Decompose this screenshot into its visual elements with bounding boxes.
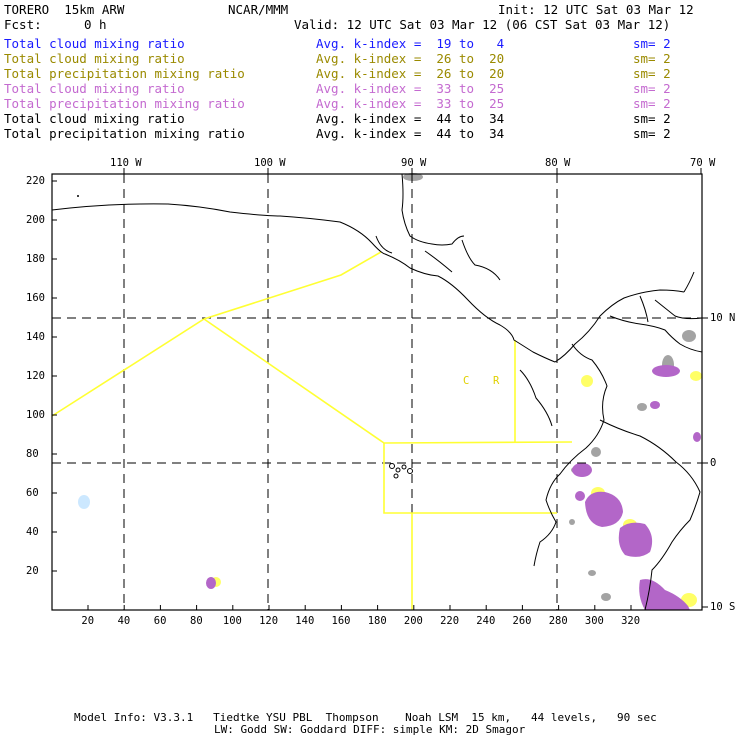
- lon-label-100w: 100 W: [254, 157, 286, 169]
- y-tick-marks: [52, 180, 57, 572]
- legend-sm-0: sm= 2: [633, 36, 671, 51]
- y-tick-label: 100: [26, 409, 45, 421]
- organization-label: NCAR/MMM: [228, 2, 289, 17]
- lon-label-110w: 110 W: [110, 157, 142, 169]
- legend-k-0: Avg. k-index = 19 to 4: [316, 36, 505, 51]
- x-tick-label: 20: [81, 615, 95, 627]
- legend-field-4: Total precipitation mixing ratio: [4, 96, 245, 111]
- legend-k-5: Avg. k-index = 44 to 34: [316, 111, 505, 126]
- legend-field-5: Total cloud mixing ratio: [4, 111, 185, 126]
- model-info-line2: LW: Godd SW: Goddard DIFF: simple KM: 2D…: [214, 723, 526, 736]
- x-tick-label: 120: [259, 615, 279, 627]
- legend-field-2: Total precipitation mixing ratio: [4, 66, 245, 81]
- y-tick-label: 200: [26, 214, 45, 226]
- valid-time: Valid: 12 UTC Sat 03 Mar 12 (06 CST Sat …: [294, 17, 671, 32]
- legend-sm-4: sm= 2: [633, 96, 671, 111]
- lat-label-0: 0: [710, 457, 717, 469]
- y-tick-label: 120: [26, 370, 45, 382]
- galapagos-islands: [389, 463, 413, 479]
- x-tick-label: 180: [367, 615, 387, 627]
- legend-sm-3: sm= 2: [633, 81, 671, 96]
- init-time: Init: 12 UTC Sat 03 Mar 12: [498, 2, 694, 17]
- x-tick-label: 140: [295, 615, 315, 627]
- legend-k-3: Avg. k-index = 33 to 25: [316, 81, 505, 96]
- lat-label-10s: 10 S: [710, 601, 736, 613]
- x-tick-label: 100: [222, 615, 242, 627]
- x-tick-label: 80: [190, 615, 203, 627]
- model-info-line1: Model Info: V3.3.1 Tiedtke YSU PBL Thomp…: [74, 711, 657, 724]
- legend-field-0: Total cloud mixing ratio: [4, 36, 185, 51]
- lon-label-70w: 70 W: [690, 157, 716, 169]
- purple-precip-areas: [206, 365, 701, 610]
- x-tick-label: 260: [512, 615, 532, 627]
- legend-field-6: Total precipitation mixing ratio: [4, 126, 245, 141]
- small-island: [77, 195, 79, 197]
- x-tick-label: 160: [331, 615, 351, 627]
- y-tick-label: 160: [26, 292, 45, 304]
- x-tick-label: 220: [440, 615, 460, 627]
- y-tick-label: 180: [26, 253, 45, 265]
- forecast-hour: 0 h: [84, 17, 107, 32]
- lon-label-80w: 80 W: [545, 157, 571, 169]
- legend-field-3: Total cloud mixing ratio: [4, 81, 185, 96]
- region-label-r: R: [493, 375, 500, 387]
- region-boundaries: [51, 251, 573, 610]
- legend-k-1: Avg. k-index = 26 to 20: [316, 51, 505, 66]
- lon-label-90w: 90 W: [401, 157, 427, 169]
- y-tick-label: 220: [26, 175, 45, 187]
- y-tick-label: 140: [26, 331, 45, 343]
- coastlines: [51, 173, 703, 611]
- x-tick-label: 240: [476, 615, 496, 627]
- region-label-c: C: [463, 375, 470, 387]
- model-title: TORERO 15km ARW: [4, 2, 125, 17]
- legend-k-2: Avg. k-index = 26 to 20: [316, 66, 505, 81]
- legend-sm-2: sm= 2: [633, 66, 671, 81]
- y-tick-label: 40: [26, 526, 39, 538]
- x-tick-label: 40: [117, 615, 131, 627]
- lat-label-10n: 10 N: [710, 312, 736, 324]
- lon-tick-marks: [123, 168, 708, 608]
- yellow-precip-areas: [211, 371, 702, 607]
- y-tick-label: 80: [26, 448, 39, 460]
- x-tick-marks: [87, 605, 632, 610]
- x-tick-label: 300: [584, 615, 604, 627]
- legend-sm-6: sm= 2: [633, 126, 671, 141]
- x-tick-label: 200: [403, 615, 423, 627]
- gray-cloud-areas: [403, 173, 696, 601]
- legend-sm-1: sm= 2: [633, 51, 671, 66]
- x-tick-label: 320: [621, 615, 641, 627]
- forecast-label: Fcst:: [4, 17, 42, 32]
- legend-sm-5: sm= 2: [633, 111, 671, 126]
- legend-k-6: Avg. k-index = 44 to 34: [316, 126, 505, 141]
- y-tick-label: 60: [26, 487, 39, 499]
- x-tick-label: 60: [153, 615, 167, 627]
- legend-k-4: Avg. k-index = 33 to 25: [316, 96, 505, 111]
- blue-cloud-area: [78, 495, 90, 509]
- x-tick-label: 280: [548, 615, 568, 627]
- y-tick-label: 20: [26, 565, 39, 577]
- map-frame: [51, 173, 703, 611]
- legend-field-1: Total cloud mixing ratio: [4, 51, 185, 66]
